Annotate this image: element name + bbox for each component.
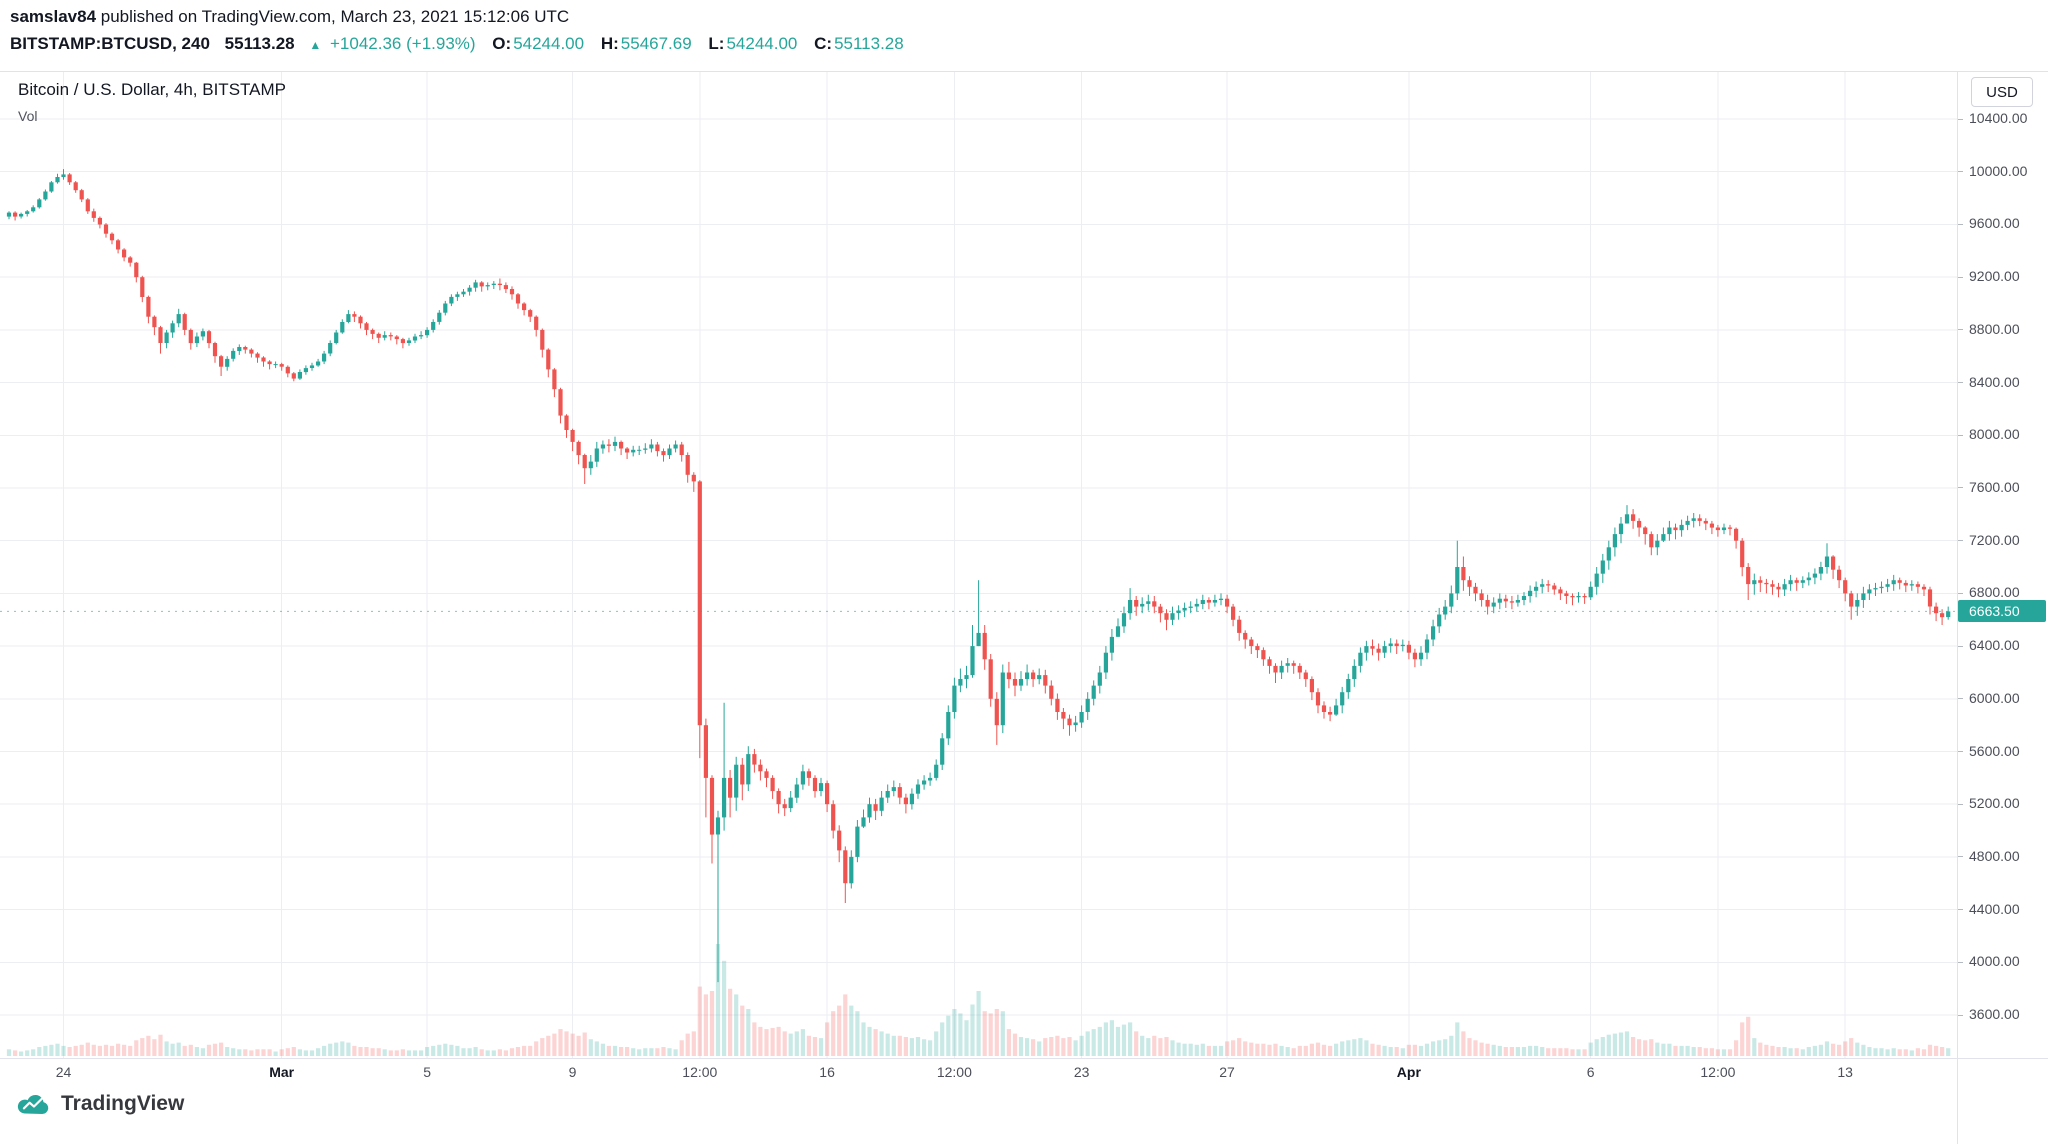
price-axis-tick	[1958, 909, 1963, 911]
price-axis-label: 8400.00	[1969, 373, 2020, 390]
time-axis-label: 9	[568, 1064, 577, 1080]
time-axis-label: 16	[819, 1064, 835, 1080]
price-axis-label: 3600.00	[1969, 1006, 2020, 1023]
tradingview-logo-icon	[17, 1094, 49, 1114]
symbol-name: BITSTAMP:BTCUSD, 240	[10, 34, 210, 53]
price-axis-tick	[1958, 856, 1963, 858]
price-axis-tick	[1958, 276, 1963, 278]
price-axis-label: 10400.00	[1969, 110, 2028, 127]
chart-legend-title: Bitcoin / U.S. Dollar, 4h, BITSTAMP	[18, 80, 286, 99]
time-axis-separator	[0, 1058, 2048, 1059]
price-axis[interactable]: USD 3600.00 4000.00 4400.00 4800.00 5200.00 5…	[1958, 72, 2048, 1058]
price-axis-label: 5600.00	[1969, 742, 2020, 759]
time-axis-label: 24	[55, 1064, 72, 1080]
price-axis-tick	[1958, 751, 1963, 752]
price-axis-tick	[1958, 803, 1963, 805]
price-axis-tick	[1958, 540, 1963, 542]
price-axis-label: 9600.00	[1969, 215, 2020, 232]
up-arrow-icon: ▲	[309, 38, 322, 52]
time-axis[interactable]: 24 Mar 5 9 12:00 16 12:00 23 27 Apr 6 12:00 13	[0, 1062, 1957, 1088]
price-axis-tick	[1958, 382, 1963, 384]
price-axis-tick	[1958, 434, 1963, 436]
price-axis-label: 9200.00	[1969, 268, 2020, 285]
price-axis-label: 6000.00	[1969, 689, 2020, 706]
price-axis-tick	[1958, 487, 1963, 489]
price-axis-label: 8800.00	[1969, 320, 2020, 337]
price-axis-tick	[1958, 645, 1963, 647]
price-axis-tick	[1958, 592, 1963, 594]
tradingview-logo[interactable]: TradingView	[16, 1092, 184, 1116]
currency-toggle-button[interactable]: USD	[1971, 77, 2033, 107]
price-axis-label: 5200.00	[1969, 795, 2020, 812]
low-label: L:	[708, 34, 725, 53]
price-axis-tick	[1958, 1014, 1963, 1016]
volume-study-label: Vol	[18, 108, 38, 124]
time-axis-label: Mar	[269, 1064, 295, 1080]
high-value: 55467.69	[620, 34, 692, 53]
publish-text: published on TradingView.com, March 23, …	[100, 7, 570, 26]
chart-top-border	[0, 71, 2048, 72]
time-axis-label: 23	[1073, 1064, 1090, 1080]
price-axis-label: 8000.00	[1969, 426, 2020, 443]
price-axis-tick	[1958, 171, 1963, 173]
high-label: H:	[600, 34, 619, 53]
price-axis-label: 6400.00	[1969, 637, 2020, 654]
price-axis-tick	[1958, 223, 1963, 225]
time-axis-label: 5	[423, 1064, 432, 1080]
price-axis-label: 6800.00	[1969, 584, 2020, 601]
last-price: 55113.28	[224, 34, 295, 53]
chart-legend: Bitcoin / U.S. Dollar, 4h, BITSTAMP Vol	[18, 80, 286, 124]
close-value: 55113.28	[834, 34, 904, 53]
price-axis-tick	[1958, 698, 1963, 700]
time-axis-label: 12:00	[682, 1064, 718, 1080]
publish-header: samslav84 published on TradingView.com, …	[10, 7, 569, 27]
price-axis-label: 4000.00	[1969, 953, 2020, 970]
time-axis-label: 6	[1586, 1064, 1595, 1080]
time-axis-label: 27	[1219, 1064, 1235, 1080]
time-axis-label: 12:00	[1700, 1064, 1736, 1080]
price-axis-tick	[1958, 961, 1963, 963]
price-axis-tick	[1958, 118, 1963, 120]
open-value: 54244.00	[513, 34, 585, 53]
price-axis-label: 4400.00	[1969, 900, 2020, 917]
price-axis-label: 4800.00	[1969, 847, 2020, 864]
price-change: +1042.36 (+1.93%)	[330, 34, 476, 53]
open-label: O:	[492, 34, 512, 53]
username: samslav84	[10, 7, 97, 26]
tradingview-logo-text: TradingView	[61, 1092, 185, 1115]
price-axis-tick	[1958, 329, 1963, 331]
price-axis-separator	[1957, 71, 1958, 1144]
time-axis-label: 12:00	[936, 1064, 972, 1080]
symbol-header: BITSTAMP:BTCUSD, 240 55113.28 ▲ +1042.36…	[10, 33, 904, 56]
time-axis-label: 13	[1837, 1064, 1853, 1080]
last-price-badge: 6663.50	[1958, 600, 2046, 623]
close-label: C:	[814, 34, 833, 53]
low-value: 54244.00	[726, 34, 798, 53]
price-axis-label: 7600.00	[1969, 478, 2020, 495]
time-axis-label: Apr	[1396, 1064, 1421, 1080]
price-axis-label: 10000.00	[1969, 162, 2028, 179]
price-axis-label: 7200.00	[1969, 531, 2020, 548]
